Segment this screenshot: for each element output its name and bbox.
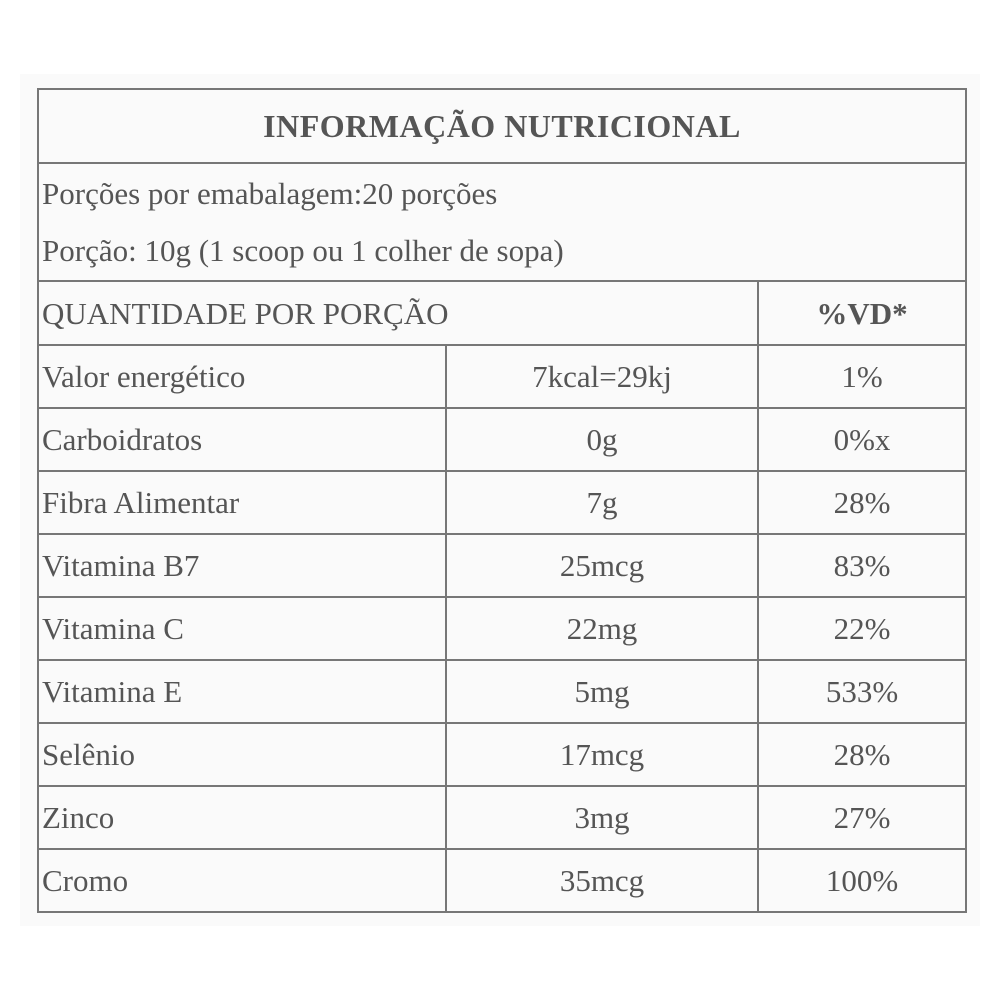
- column-header-row: QUANTIDADE POR PORÇÃO %VD*: [37, 280, 967, 346]
- table-row: Cromo 35mcg 100%: [37, 848, 967, 913]
- serving-info-row: Porções por emabalagem:20 porções Porção…: [37, 162, 967, 282]
- table-title: INFORMAÇÃO NUTRICIONAL: [37, 88, 967, 164]
- nutrient-amount: 7g: [445, 470, 759, 535]
- nutrient-amount: 7kcal=29kj: [445, 344, 759, 409]
- nutrient-amount: 17mcg: [445, 722, 759, 787]
- nutrient-daily-value: 27%: [757, 785, 967, 850]
- table-row: Zinco 3mg 27%: [37, 785, 967, 850]
- table-row: Selênio 17mcg 28%: [37, 722, 967, 787]
- nutrient-daily-value: 0%x: [757, 407, 967, 472]
- nutrient-amount: 25mcg: [445, 533, 759, 598]
- nutrient-name: Zinco: [37, 785, 447, 850]
- nutrient-name: Cromo: [37, 848, 447, 913]
- nutrient-daily-value: 28%: [757, 470, 967, 535]
- table-row: Valor energético 7kcal=29kj 1%: [37, 344, 967, 409]
- table-row: Vitamina E 5mg 533%: [37, 659, 967, 724]
- nutrient-daily-value: 533%: [757, 659, 967, 724]
- daily-value-header: %VD*: [757, 280, 967, 346]
- nutrient-name: Vitamina B7: [37, 533, 447, 598]
- table-row: Vitamina B7 25mcg 83%: [37, 533, 967, 598]
- nutrition-facts-table: INFORMAÇÃO NUTRICIONAL Porções por emaba…: [37, 88, 967, 913]
- nutrient-amount: 35mcg: [445, 848, 759, 913]
- nutrient-daily-value: 83%: [757, 533, 967, 598]
- nutrient-daily-value: 100%: [757, 848, 967, 913]
- nutrient-name: Selênio: [37, 722, 447, 787]
- serving-size: Porção: 10g (1 scoop ou 1 colher de sopa…: [42, 233, 564, 268]
- table-row: Vitamina C 22mg 22%: [37, 596, 967, 661]
- nutrient-daily-value: 1%: [757, 344, 967, 409]
- nutrient-amount: 3mg: [445, 785, 759, 850]
- nutrient-name: Vitamina E: [37, 659, 447, 724]
- nutrient-daily-value: 28%: [757, 722, 967, 787]
- nutrient-name: Valor energético: [37, 344, 447, 409]
- table-row: Carboidratos 0g 0%x: [37, 407, 967, 472]
- nutrient-amount: 0g: [445, 407, 759, 472]
- servings-per-package: Porções por emabalagem:20 porções: [42, 176, 498, 211]
- serving-info: Porções por emabalagem:20 porções Porção…: [37, 162, 967, 282]
- table-row: Fibra Alimentar 7g 28%: [37, 470, 967, 535]
- nutrition-table-body: INFORMAÇÃO NUTRICIONAL Porções por emaba…: [37, 88, 967, 913]
- nutrient-name: Fibra Alimentar: [37, 470, 447, 535]
- title-row: INFORMAÇÃO NUTRICIONAL: [37, 88, 967, 164]
- nutrient-name: Vitamina C: [37, 596, 447, 661]
- nutrient-amount: 5mg: [445, 659, 759, 724]
- nutrient-daily-value: 22%: [757, 596, 967, 661]
- nutrient-amount: 22mg: [445, 596, 759, 661]
- nutrient-name: Carboidratos: [37, 407, 447, 472]
- quantity-per-serving-header: QUANTIDADE POR PORÇÃO: [37, 280, 759, 346]
